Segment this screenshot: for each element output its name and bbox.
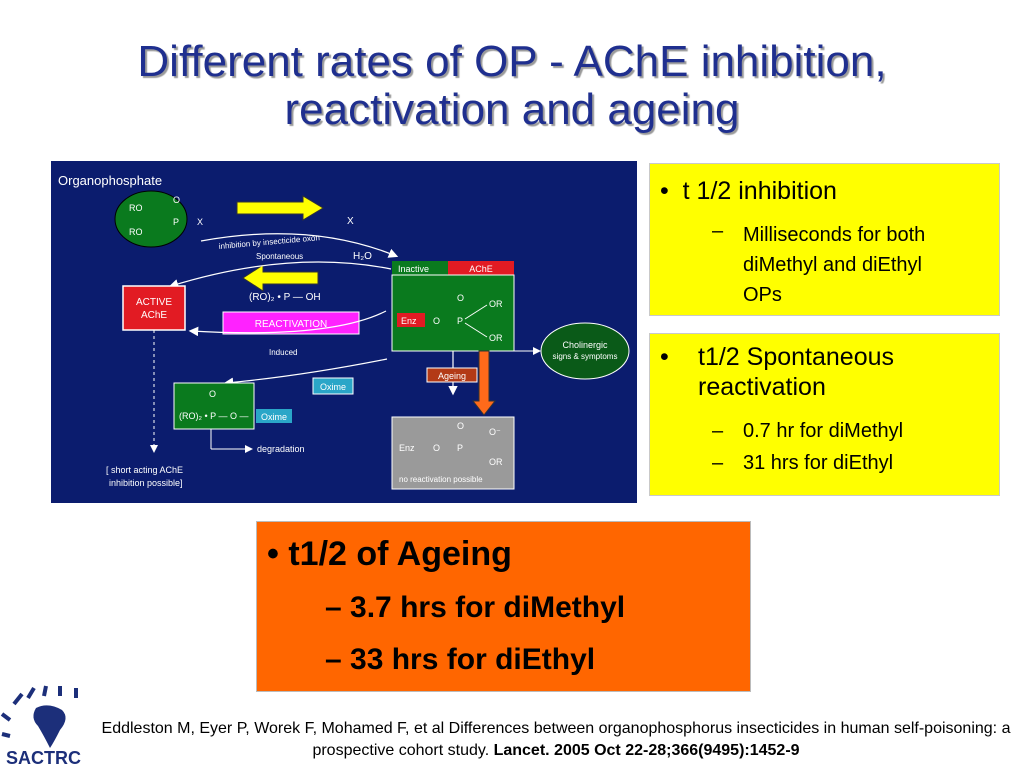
- spontaneous-info-box: • t1/2 Spontaneous reactivation – 0.7 hr…: [649, 333, 1000, 496]
- inactive-header: [392, 261, 448, 275]
- inhibition-dash: –: [712, 220, 724, 242]
- title-line-2: reactivation and ageing: [284, 85, 740, 134]
- diagram-canvas: Organophosphate RO RO O P X X inhibition…: [58, 173, 630, 490]
- op-ache-diagram: Organophosphate RO RO O P X X inhibition…: [51, 161, 637, 503]
- spontaneous-dash-2: –: [712, 452, 724, 474]
- ro2-p-o-label: (RO)₂ • P — O —: [179, 411, 248, 421]
- spontaneous-label: Spontaneous: [256, 252, 303, 261]
- ache-header: [448, 261, 514, 275]
- inhibition-yellow-arrow: [236, 195, 324, 221]
- inhibition-sub-line-3: OPs: [743, 284, 782, 306]
- spontaneous-line-1: t1/2 Spontaneous: [698, 343, 894, 371]
- sactrc-logo: SACTRC: [0, 684, 112, 768]
- no-reactivation-label: no reactivation possible: [399, 475, 483, 484]
- bond-1: [464, 304, 488, 320]
- or-label-2: OR: [489, 333, 503, 343]
- induced-curve: [223, 358, 388, 388]
- inhibition-info-box: • t 1/2 inhibition – Milliseconds for bo…: [649, 163, 1000, 316]
- active-ache-box: [122, 285, 186, 331]
- o-label-inhibited: O: [433, 316, 440, 326]
- enz-label-aged-text: Enz: [399, 443, 415, 453]
- h2o-label: H₂O: [353, 251, 372, 262]
- oxime-label: Oxime: [320, 382, 346, 392]
- short-acting-label-2: inhibition possible]: [109, 478, 183, 488]
- o-label-op: O: [173, 195, 180, 205]
- reactivation-curve: [188, 310, 387, 337]
- spontaneous-bullet: t1/2 Spontaneous reactivation: [698, 342, 894, 402]
- slide-title: Different rates of OP - AChE inhibition,…: [0, 38, 1024, 134]
- o-label-aged: O: [433, 443, 440, 453]
- organophosphate-molecule: [114, 190, 188, 248]
- degradation-label: degradation: [257, 444, 305, 454]
- title-line-1: Different rates of OP - AChE inhibition,: [137, 37, 887, 86]
- cholinergic-ellipse: [540, 322, 630, 380]
- inhibition-bullet: • t 1/2 inhibition: [660, 177, 837, 205]
- ageing-box: [426, 367, 478, 383]
- inhibition-sub-line-2: diMethyl and diEthyl: [743, 254, 922, 276]
- or-label-1: OR: [489, 299, 503, 309]
- ache-label-active: AChE: [141, 310, 167, 321]
- reference-journal: Lancet. 2005 Oct 22-28;366(9495):1452-9: [493, 742, 800, 759]
- inactive-label: Inactive: [398, 264, 429, 274]
- o-top-inhibited: O: [457, 293, 464, 303]
- reactivation-yellow-arrow: [242, 264, 319, 292]
- aged-enzyme-box: [391, 416, 515, 490]
- sactrc-emblem-icon: SACTRC: [0, 684, 112, 768]
- reference-citation: Eddleston M, Eyer P, Worek F, Mohamed F,…: [96, 718, 1016, 762]
- ageing-bullet: • t1/2 of Ageing: [267, 535, 512, 573]
- p-label-op: P: [173, 217, 179, 227]
- reactivation-label: REACTIVATION: [255, 319, 327, 330]
- ageing-sub-2-text: 33 hrs for diEthyl: [350, 643, 596, 676]
- reference-text: Eddleston M, Eyer P, Worek F, Mohamed F,…: [101, 720, 1011, 759]
- spontaneous-sub-2: 31 hrs for diEthyl: [743, 452, 894, 474]
- ageing-sub-1: – 3.7 hrs for diMethyl: [325, 591, 626, 624]
- spontaneous-sub-1: 0.7 hr for diMethyl: [743, 420, 904, 442]
- active-label: ACTIVE: [136, 297, 172, 308]
- oxime-box: [312, 377, 354, 395]
- inhibition-sub-line-1: Milliseconds for both: [743, 224, 926, 246]
- organophosphate-header: Organophosphate: [58, 173, 162, 188]
- short-acting-label-1: [ short acting AChE: [106, 465, 183, 475]
- x-label-op: X: [197, 217, 203, 227]
- o-label-oxime: O: [209, 389, 216, 399]
- bond-2: [464, 322, 488, 338]
- p-label-aged: P: [457, 443, 463, 453]
- ro2p-oh-label: (RO)₂ • P — OH: [249, 292, 321, 303]
- o-top-aged: O: [457, 421, 464, 431]
- or-label-aged: OR: [489, 457, 503, 467]
- ageing-sub-2: – 33 hrs for diEthyl: [325, 643, 596, 676]
- p-label-inhibited: P: [457, 316, 463, 326]
- logo-text: SACTRC: [6, 748, 81, 768]
- ageing-label: Ageing: [438, 371, 466, 381]
- signs-symptoms-label: signs & symptoms: [553, 352, 618, 361]
- ache-header-label: AChE: [469, 264, 493, 274]
- spontaneous-dash-1: –: [712, 420, 724, 442]
- inhibition-sub: Milliseconds for both diMethyl and diEth…: [743, 220, 925, 310]
- ageing-orange-arrow: [471, 350, 497, 416]
- inhibition-bullet-text: t 1/2 inhibition: [682, 177, 837, 205]
- o-minus-label: O⁻: [489, 427, 501, 437]
- spontaneous-curve: [168, 261, 392, 289]
- ageing-sub-1-text: 3.7 hrs for diMethyl: [350, 591, 626, 624]
- oxime-tag-label: Oxime: [261, 412, 287, 422]
- spontaneous-line-2: reactivation: [698, 373, 826, 401]
- ageing-bullet-text: t1/2 of Ageing: [288, 535, 512, 573]
- induced-label: Induced: [269, 348, 297, 357]
- ro-label-2: RO: [129, 227, 143, 237]
- oxime-tag: [256, 409, 292, 423]
- spontaneous-bullet-dot: •: [660, 343, 669, 371]
- cholinergic-label: Cholinergic: [562, 340, 608, 350]
- enz-label-inhibited: Enz: [401, 316, 417, 326]
- x-free-label: X: [347, 216, 354, 227]
- ro-label-1: RO: [129, 203, 143, 213]
- enz-tag-inhibited: [397, 313, 425, 327]
- inhibition-curve: [200, 233, 399, 258]
- phosphorylated-oxime-box: [173, 382, 255, 430]
- ageing-info-box: • t1/2 of Ageing – 3.7 hrs for diMethyl …: [256, 521, 751, 692]
